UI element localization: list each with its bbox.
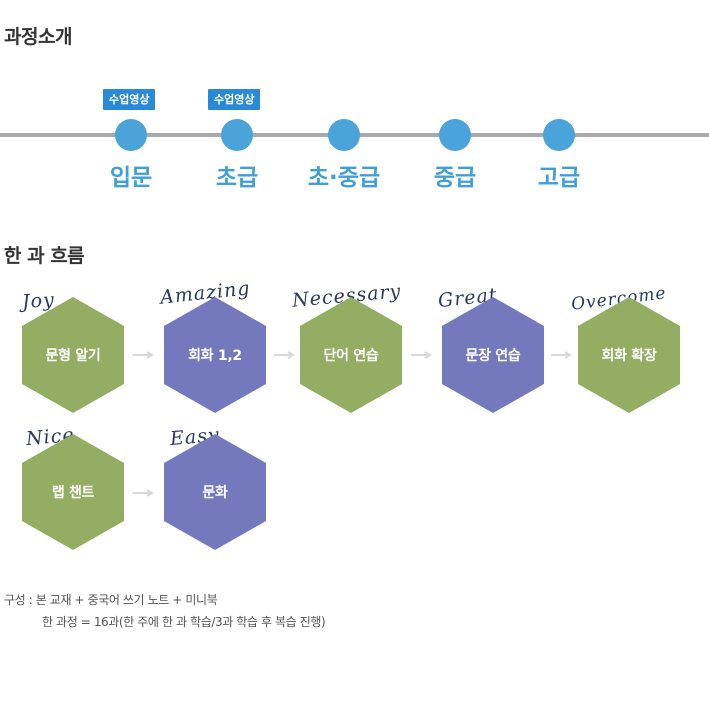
timeline-dot-intro[interactable] [115, 119, 147, 151]
timeline-dot-intermediate[interactable] [439, 119, 471, 151]
timeline-dot-elementary[interactable] [221, 119, 253, 151]
step-label: 회화 확장 [601, 348, 657, 364]
step-hex-sentence[interactable]: 문장 연습 [442, 297, 544, 413]
video-badge-elementary[interactable]: 수업영상 [208, 89, 261, 110]
step-label: 문장 연습 [465, 348, 521, 364]
step-hex-rap-chant[interactable]: 랩 챈트 [22, 434, 124, 550]
step-hex-grammar[interactable]: 문형 알기 [22, 297, 124, 413]
level-label-pre-intermediate[interactable]: 초·중급 [307, 165, 381, 191]
lesson-flow-title: 한 과 흐름 [4, 245, 85, 267]
timeline-dot-advanced[interactable] [543, 119, 575, 151]
arrow-right-icon [274, 351, 295, 359]
composition-note: 구성 : 본 교재 + 중국어 쓰기 노트 + 미니북 [4, 593, 218, 607]
step-word-joy: Joy [21, 288, 56, 314]
timeline-dot-pre-intermediate[interactable] [328, 119, 360, 151]
course-intro-title: 과정소개 [4, 26, 72, 48]
sessions-note: 한 과정 = 16과(한 주에 한 과 학습/3과 학습 후 복습 진행) [42, 615, 326, 629]
level-label-advanced[interactable]: 고급 [537, 165, 581, 191]
step-label: 랩 챈트 [51, 485, 95, 501]
video-badge-beginner[interactable]: 수업영상 [103, 89, 156, 110]
arrow-right-icon [133, 489, 154, 497]
step-hex-vocabulary[interactable]: 단어 연습 [300, 297, 402, 413]
level-label-intermediate[interactable]: 중급 [433, 165, 477, 191]
step-label: 단어 연습 [323, 348, 379, 364]
step-label: 회화 1,2 [188, 348, 242, 364]
level-label-intro[interactable]: 입문 [109, 165, 153, 191]
step-label: 문형 알기 [45, 348, 101, 364]
arrow-right-icon [411, 351, 432, 359]
step-label: 문화 [202, 485, 228, 501]
level-label-elementary[interactable]: 초급 [215, 165, 259, 191]
step-hex-conversation[interactable]: 회화 1,2 [164, 297, 266, 413]
arrow-right-icon [133, 351, 154, 359]
step-hex-conversation-expansion[interactable]: 회화 확장 [578, 297, 680, 413]
arrow-right-icon [551, 351, 572, 359]
step-hex-culture[interactable]: 문화 [164, 434, 266, 550]
